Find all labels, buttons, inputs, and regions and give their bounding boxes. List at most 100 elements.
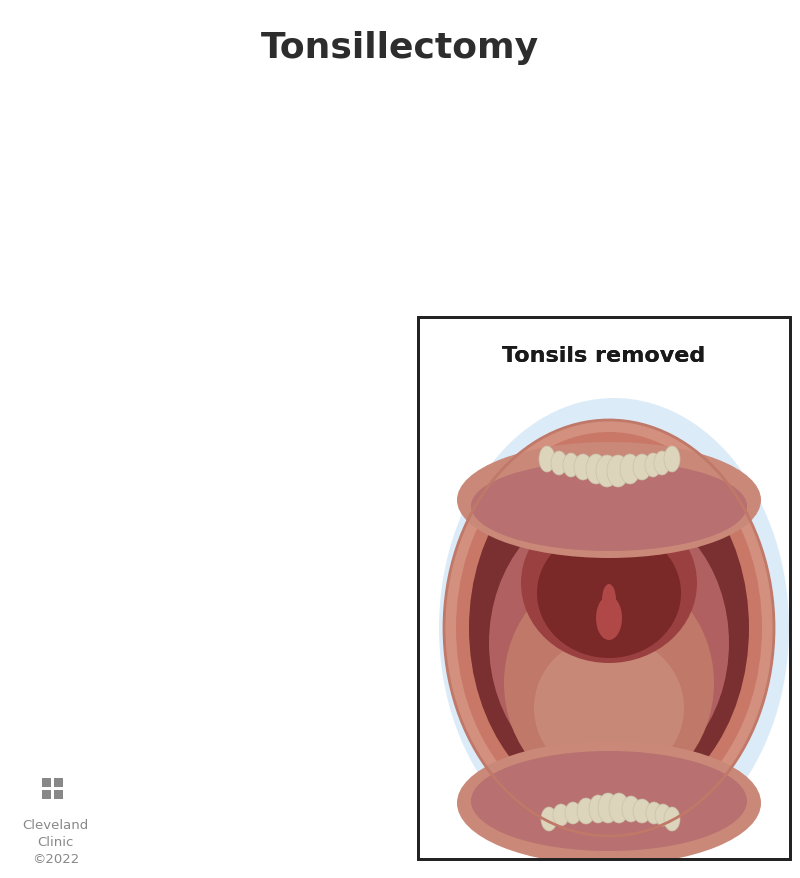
Ellipse shape — [574, 455, 592, 480]
Ellipse shape — [563, 453, 579, 478]
Bar — [790, 318, 800, 859]
Ellipse shape — [228, 588, 244, 610]
Ellipse shape — [304, 268, 320, 291]
Ellipse shape — [248, 269, 268, 299]
Text: Cleveland
Clinic
©2022: Cleveland Clinic ©2022 — [22, 818, 89, 865]
Ellipse shape — [645, 453, 661, 478]
Ellipse shape — [541, 807, 557, 831]
Text: Normal
tonsil: Normal tonsil — [60, 289, 130, 330]
Ellipse shape — [268, 269, 290, 300]
Ellipse shape — [551, 451, 567, 476]
Ellipse shape — [596, 456, 618, 487]
Ellipse shape — [202, 260, 218, 288]
Ellipse shape — [258, 405, 282, 444]
Ellipse shape — [185, 329, 355, 470]
Ellipse shape — [457, 443, 761, 558]
Bar — [42, 779, 50, 788]
Ellipse shape — [521, 503, 697, 663]
Ellipse shape — [239, 585, 257, 610]
Ellipse shape — [620, 455, 640, 485]
Ellipse shape — [270, 579, 290, 609]
Ellipse shape — [259, 579, 279, 609]
Ellipse shape — [577, 798, 595, 824]
Ellipse shape — [257, 269, 279, 300]
Bar — [0, 0, 800, 318]
Text: Swollen
tonsil: Swollen tonsil — [450, 249, 526, 290]
Ellipse shape — [534, 637, 684, 781]
Ellipse shape — [664, 447, 680, 472]
Ellipse shape — [607, 456, 629, 487]
Ellipse shape — [324, 593, 340, 618]
Ellipse shape — [226, 268, 242, 291]
Ellipse shape — [537, 529, 681, 658]
Ellipse shape — [282, 582, 300, 608]
Ellipse shape — [444, 421, 774, 836]
Ellipse shape — [633, 455, 651, 480]
Ellipse shape — [293, 398, 343, 457]
Ellipse shape — [204, 593, 220, 618]
Ellipse shape — [633, 799, 651, 823]
Ellipse shape — [280, 269, 300, 299]
Ellipse shape — [190, 440, 350, 579]
Ellipse shape — [216, 589, 232, 614]
Bar — [0, 318, 418, 859]
Ellipse shape — [589, 795, 607, 823]
Bar — [54, 779, 62, 788]
Ellipse shape — [305, 588, 321, 610]
Ellipse shape — [655, 804, 671, 826]
Ellipse shape — [456, 433, 762, 824]
Bar — [0, 859, 800, 878]
Bar — [418, 318, 790, 859]
Ellipse shape — [250, 581, 268, 609]
Ellipse shape — [553, 804, 569, 826]
Ellipse shape — [83, 198, 457, 661]
Bar — [54, 790, 62, 800]
Ellipse shape — [622, 796, 640, 822]
Ellipse shape — [565, 802, 581, 824]
Ellipse shape — [203, 402, 233, 447]
Ellipse shape — [598, 793, 618, 823]
Ellipse shape — [196, 394, 240, 455]
Ellipse shape — [283, 385, 353, 470]
Ellipse shape — [469, 445, 749, 811]
Text: Tonsils removed: Tonsils removed — [502, 346, 706, 365]
Ellipse shape — [293, 586, 311, 609]
Ellipse shape — [140, 539, 400, 636]
Ellipse shape — [155, 360, 385, 600]
Bar — [418, 318, 790, 859]
Ellipse shape — [457, 741, 761, 865]
Ellipse shape — [471, 752, 747, 851]
Ellipse shape — [97, 212, 443, 647]
Ellipse shape — [439, 399, 789, 858]
Ellipse shape — [314, 589, 330, 614]
Ellipse shape — [292, 268, 310, 296]
Ellipse shape — [180, 310, 360, 470]
Ellipse shape — [654, 451, 670, 476]
Ellipse shape — [504, 568, 714, 798]
Ellipse shape — [471, 462, 747, 551]
Ellipse shape — [602, 585, 616, 616]
Ellipse shape — [586, 455, 606, 485]
Ellipse shape — [489, 500, 729, 786]
Ellipse shape — [214, 264, 230, 291]
Ellipse shape — [200, 351, 340, 467]
Ellipse shape — [135, 290, 405, 609]
Ellipse shape — [237, 268, 255, 296]
Ellipse shape — [664, 807, 680, 831]
Text: Tonsils removed: Tonsils removed — [502, 346, 706, 365]
Ellipse shape — [125, 529, 415, 649]
Ellipse shape — [313, 264, 329, 291]
Ellipse shape — [125, 260, 415, 370]
Text: Tonsillectomy: Tonsillectomy — [261, 31, 539, 65]
Ellipse shape — [140, 277, 400, 362]
Ellipse shape — [596, 596, 622, 640]
Ellipse shape — [264, 393, 276, 421]
Ellipse shape — [105, 160, 555, 659]
Ellipse shape — [323, 260, 339, 288]
Bar — [42, 790, 50, 800]
Ellipse shape — [646, 802, 662, 824]
Ellipse shape — [539, 447, 555, 472]
Ellipse shape — [113, 227, 427, 631]
Ellipse shape — [609, 793, 629, 823]
Bar — [418, 318, 790, 859]
